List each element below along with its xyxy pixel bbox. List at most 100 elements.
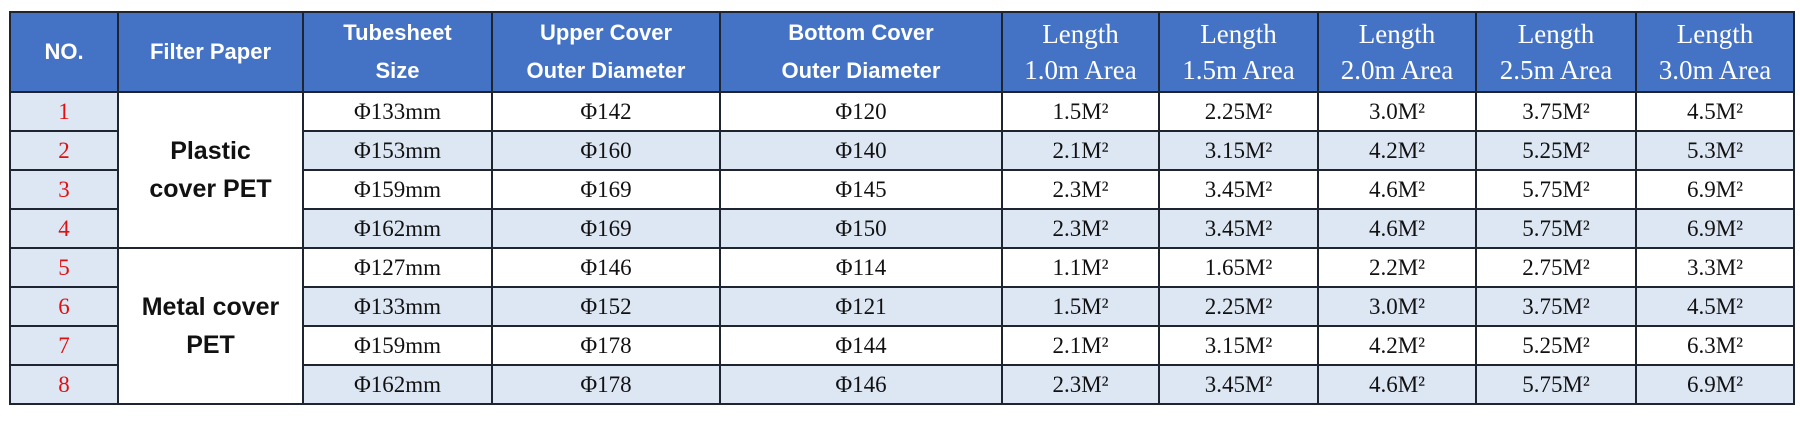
table-row: 2 Φ153mm Φ160 Φ140 2.1M² 3.15M² 4.2M² 5.25M² 5.3… [9, 130, 1795, 171]
cell-text: 3.15M² [1204, 332, 1273, 358]
area-cell: 3.75M² [1475, 91, 1637, 132]
cell-text: Size [375, 58, 420, 83]
table-row: 7 Φ159mm Φ178 Φ144 2.1M² 3.15M² 4.2M² 5.25M² 6.3… [9, 325, 1795, 366]
cell-text: Φ133mm [353, 98, 442, 124]
cell: Φ162mm [302, 364, 493, 405]
cell-text: 6.9M² [1686, 371, 1744, 397]
cell: Φ169 [491, 169, 721, 210]
cell: Φ146 [491, 247, 721, 288]
area-cell: 5.25M² [1475, 130, 1637, 171]
area-cell: 1.5M² [1001, 91, 1160, 132]
area-cell: 5.3M² [1635, 130, 1795, 171]
cell-text: 2.1M² [1052, 332, 1109, 358]
header-cell: Upper Cover Outer Diameter [491, 11, 721, 93]
cell-text: Outer Diameter [781, 58, 941, 83]
table-row: 4 Φ162mm Φ169 Φ150 2.3M² 3.45M² 4.6M² 5.75M² 6.9… [9, 208, 1795, 249]
cell-text: Filter Paper [149, 39, 272, 64]
cell-text: 3.45M² [1204, 176, 1273, 202]
cell: Φ178 [491, 364, 721, 405]
cell-text: 2.3M² [1052, 371, 1109, 397]
cell-text: 1.5M² [1052, 98, 1109, 124]
cell: Φ144 [719, 325, 1003, 366]
area-cell: 6.9M² [1635, 208, 1795, 249]
cell: Φ162mm [302, 208, 493, 249]
cell: Φ150 [719, 208, 1003, 249]
cell-text: 4.2M² [1368, 332, 1426, 358]
row-number: 1 [9, 91, 119, 132]
header-cell: Filter Paper [117, 11, 304, 93]
cell-text: 2.75M² [1522, 254, 1590, 280]
cell-text: Plastic [170, 137, 251, 165]
cell-text: 4.6M² [1368, 176, 1426, 202]
spec-table: NO. Filter Paper Tubesheet Size Upper Cover O… [9, 11, 1795, 405]
area-cell: 2.1M² [1001, 325, 1160, 366]
area-cell: 2.3M² [1001, 208, 1160, 249]
cell-text: 6.9M² [1686, 215, 1744, 241]
cell-text: Length [1676, 19, 1754, 49]
cell-text: 3.75M² [1522, 293, 1590, 319]
area-cell: 2.25M² [1158, 286, 1319, 327]
cell: Φ121 [719, 286, 1003, 327]
cell-text: 6.9M² [1686, 176, 1744, 202]
header-cell: NO. [9, 11, 119, 93]
cell-text: 3.3M² [1686, 254, 1744, 280]
cell-text: Φ121 [835, 293, 887, 319]
cell-text: Φ169 [580, 176, 632, 202]
cell-text: 4.6M² [1368, 215, 1426, 241]
area-cell: 4.5M² [1635, 91, 1795, 132]
table-row: 1 Plastic cover PET Φ133mm Φ142 Φ120 1.5M² 2.25… [9, 91, 1795, 249]
row-number: 3 [9, 169, 119, 210]
row-number: 8 [9, 364, 119, 405]
area-cell: 3.75M² [1475, 286, 1637, 327]
area-cell: 2.3M² [1001, 364, 1160, 405]
table-row: 5 Metal cover PET Φ127mm Φ146 Φ114 1.1M² 1.65M²… [9, 247, 1795, 405]
area-cell: 2.25M² [1158, 91, 1319, 132]
cell-text: 5.25M² [1522, 137, 1590, 163]
cell-text: Φ120 [835, 98, 887, 124]
cell: Φ145 [719, 169, 1003, 210]
row-number: 2 [9, 130, 119, 171]
area-cell: 4.5M² [1635, 286, 1795, 327]
cell-text: Φ162mm [353, 371, 442, 397]
cell-text: 2.3M² [1052, 176, 1109, 202]
area-cell: 3.15M² [1158, 130, 1319, 171]
area-cell: 6.9M² [1635, 364, 1795, 405]
table-body: 1 Plastic cover PET Φ133mm Φ142 Φ120 1.5M² 2.25… [9, 91, 1795, 405]
cell-text: Φ162mm [353, 215, 442, 241]
cell: Φ120 [719, 91, 1003, 132]
cell: Φ114 [719, 247, 1003, 288]
cell-text: 2.2M² [1368, 254, 1426, 280]
cell-text: 1.5M² [1052, 293, 1109, 319]
header-cell: Length 1.0m Area [1001, 11, 1160, 93]
area-cell: 6.3M² [1635, 325, 1795, 366]
cell-text: 4.5M² [1686, 293, 1744, 319]
cell-text: 5.75M² [1522, 371, 1590, 397]
cell-text: 3.0m Area [1658, 55, 1772, 85]
cell-text: 6.3M² [1686, 332, 1744, 358]
cell-text: 5.3M² [1686, 137, 1744, 163]
cell-text: Length [1517, 19, 1595, 49]
table-row: 3 Φ159mm Φ169 Φ145 2.3M² 3.45M² 4.6M² 5.75M² 6.9… [9, 169, 1795, 210]
area-cell: 4.6M² [1317, 208, 1477, 249]
cell-text: Φ160 [580, 137, 632, 163]
header-cell: Length 2.0m Area [1317, 11, 1477, 93]
cell-text: Φ146 [580, 254, 632, 280]
area-cell: 3.0M² [1317, 286, 1477, 327]
cell-text: Length [1042, 19, 1119, 49]
cell: Φ152 [491, 286, 721, 327]
row-number: 7 [9, 325, 119, 366]
area-cell: 5.75M² [1475, 169, 1637, 210]
cell: Φ127mm [302, 247, 493, 288]
header-cell: Bottom Cover Outer Diameter [719, 11, 1003, 93]
cell-text: 2.25M² [1204, 98, 1273, 124]
area-cell: 3.3M² [1635, 247, 1795, 288]
area-cell: 5.25M² [1475, 325, 1637, 366]
cell-text: 8 [58, 371, 70, 397]
row-number: 5 [9, 247, 119, 288]
header-cell: Tubesheet Size [302, 11, 493, 93]
cell-text: 3.45M² [1204, 371, 1273, 397]
area-cell: 4.6M² [1317, 364, 1477, 405]
cell: Φ140 [719, 130, 1003, 171]
area-cell: 3.45M² [1158, 364, 1319, 405]
